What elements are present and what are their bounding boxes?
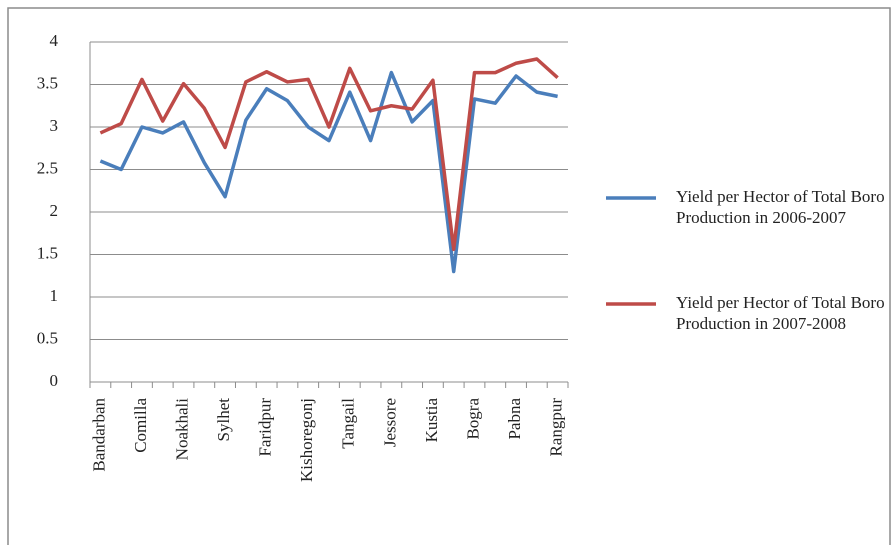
- x-tick-label: Rangpur: [547, 398, 566, 457]
- legend-label: Yield per Hector of Total Boro Productio…: [676, 187, 885, 227]
- x-tick-label: Tangail: [339, 398, 358, 449]
- x-tick-label: Kishoregonj: [297, 398, 316, 482]
- legend-label: Yield per Hector of Total Boro Productio…: [676, 293, 885, 333]
- y-tick-label: 4: [50, 31, 59, 50]
- x-tick-label: Sylhet: [214, 398, 233, 442]
- x-tick-label: Faridpur: [256, 398, 275, 457]
- x-tick-label: Bogra: [463, 398, 482, 440]
- series-line: [99, 70, 558, 274]
- y-tick-label: 0.5: [37, 328, 58, 347]
- chart-frame: [7, 7, 891, 545]
- x-tick-label: Kustia: [422, 398, 441, 443]
- y-tick-label: 3.5: [37, 73, 58, 92]
- x-tick-label: Bandarban: [89, 398, 108, 472]
- y-tick-label: 3: [50, 116, 59, 135]
- series-line: [99, 57, 559, 252]
- x-tick-label: Pabna: [505, 398, 524, 440]
- y-tick-label: 2.5: [37, 158, 58, 177]
- y-tick-label: 2: [50, 201, 59, 220]
- y-tick-label: 1: [50, 286, 59, 305]
- y-tick-label: 1.5: [37, 243, 58, 262]
- x-tick-label: Comilla: [131, 398, 150, 453]
- x-tick-label: Jessore: [380, 398, 399, 447]
- x-tick-label: Noakhali: [172, 398, 191, 461]
- y-tick-label: 0: [50, 371, 59, 390]
